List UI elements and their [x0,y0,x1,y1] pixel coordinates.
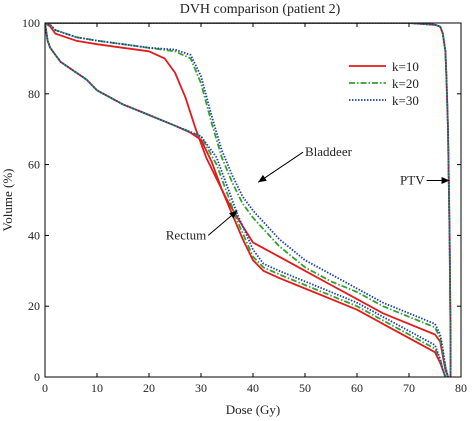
annotations: Bladdeer Rectum PTV [166,144,450,242]
annotation-arrowhead [229,210,238,219]
annotation-arrowhead [441,177,450,185]
legend-label: k=20 [392,76,419,91]
legend-label: k=10 [392,59,419,74]
chart-title: DVH comparison (patient 2) [180,2,341,17]
x-tick-label: 80 [455,381,467,395]
annotation-arrow [257,151,304,183]
series-line-k-20-curve-1 [45,23,449,377]
y-tick-label: 20 [28,299,40,313]
y-tick-label: 0 [34,370,40,384]
series-line-k-10-curve-1 [45,23,449,377]
series-line-k-30-curve-1 [45,23,449,377]
y-axis-label: Volume (%) [0,169,15,232]
x-tick-label: 30 [195,381,207,395]
x-axis-label: Dose (Gy) [226,402,281,417]
x-tick-label: 50 [299,381,311,395]
x-tick-label: 60 [351,381,363,395]
axis-ticks: 0 10 20 30 40 50 60 70 80 0 20 40 60 80 100 [22,16,467,395]
y-tick-label: 60 [28,158,40,172]
x-tick-label: 0 [42,381,48,395]
x-tick-label: 10 [91,381,103,395]
plot-area [45,23,452,377]
x-tick-label: 20 [143,381,155,395]
annotation-label: Bladdeer [305,144,353,159]
annotation-label: Rectum [166,227,206,242]
series-line-k-20-curve-2 [45,23,447,377]
annotation-arrowhead [258,174,267,183]
y-tick-label: 80 [28,87,40,101]
annotation-label: PTV [400,173,425,188]
x-tick-label: 70 [403,381,415,395]
legend: k=10 k=20 k=30 [349,59,419,108]
y-tick-label: 40 [28,228,40,242]
x-tick-label: 40 [247,381,259,395]
y-tick-label: 100 [22,16,40,30]
legend-label: k=30 [392,93,419,108]
series-line-k-30-curve-3 [45,23,452,377]
